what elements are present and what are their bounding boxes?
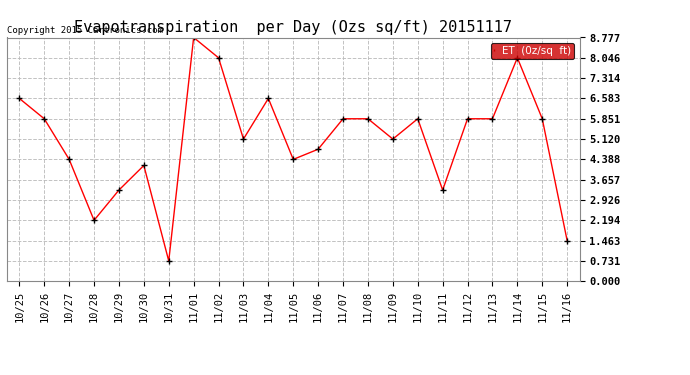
Legend: ET  (0z/sq  ft): ET (0z/sq ft) — [491, 43, 574, 59]
Title: Evapotranspiration  per Day (Ozs sq/ft) 20151117: Evapotranspiration per Day (Ozs sq/ft) 2… — [75, 20, 512, 35]
Text: Copyright 2015 Cartronics.com: Copyright 2015 Cartronics.com — [7, 26, 163, 35]
